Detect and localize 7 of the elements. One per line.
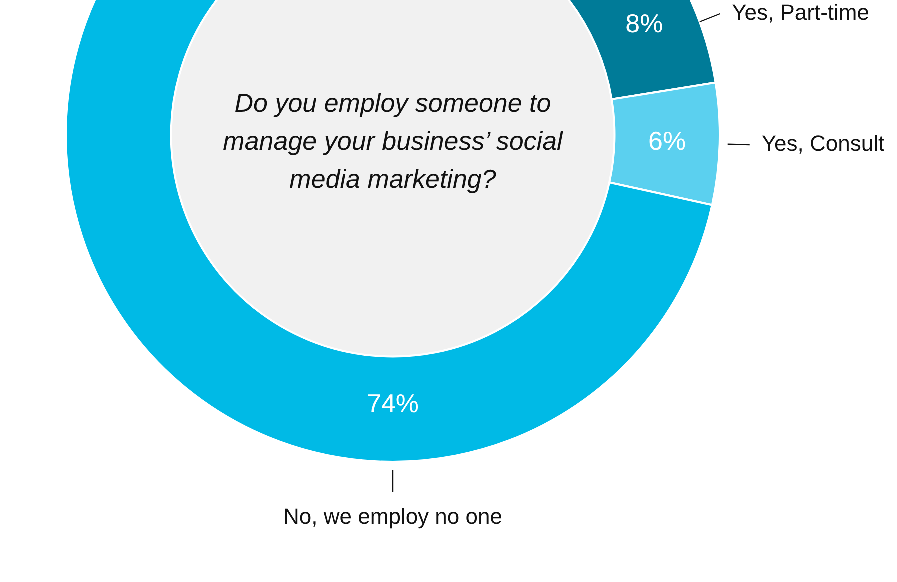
slice-label: No, we employ no one [284, 504, 502, 530]
slice-label: Yes, Consult [762, 131, 885, 156]
slice-label: Yes, Part-time [732, 0, 870, 26]
data-label: 8% [626, 8, 664, 38]
text: Do you employ someone to manage your business’ social media marketing? [222, 87, 564, 196]
data-label: 74% [366, 388, 420, 419]
data-label: 6% [648, 126, 686, 156]
